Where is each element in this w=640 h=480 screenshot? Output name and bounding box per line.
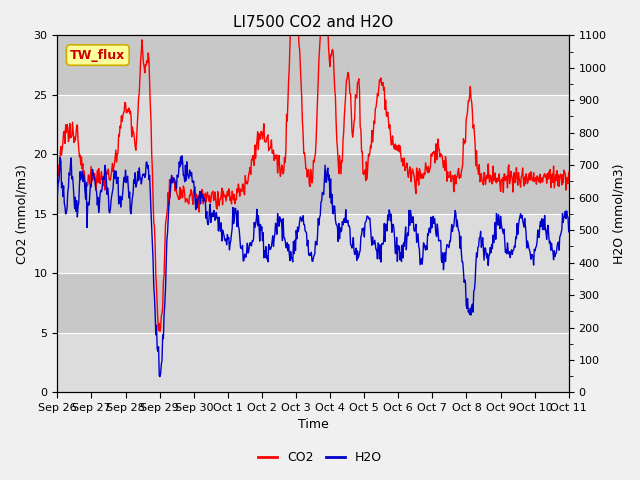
Legend: CO2, H2O: CO2, H2O xyxy=(253,446,387,469)
Bar xyxy=(58,36,569,95)
Y-axis label: H2O (mmol/m3): H2O (mmol/m3) xyxy=(612,164,625,264)
Bar xyxy=(58,333,569,393)
Text: TW_flux: TW_flux xyxy=(70,48,125,61)
X-axis label: Time: Time xyxy=(298,419,328,432)
Bar xyxy=(58,274,569,333)
Bar xyxy=(58,214,569,274)
Title: LI7500 CO2 and H2O: LI7500 CO2 and H2O xyxy=(233,15,393,30)
Bar xyxy=(58,95,569,155)
Y-axis label: CO2 (mmol/m3): CO2 (mmol/m3) xyxy=(15,164,28,264)
Bar xyxy=(58,155,569,214)
